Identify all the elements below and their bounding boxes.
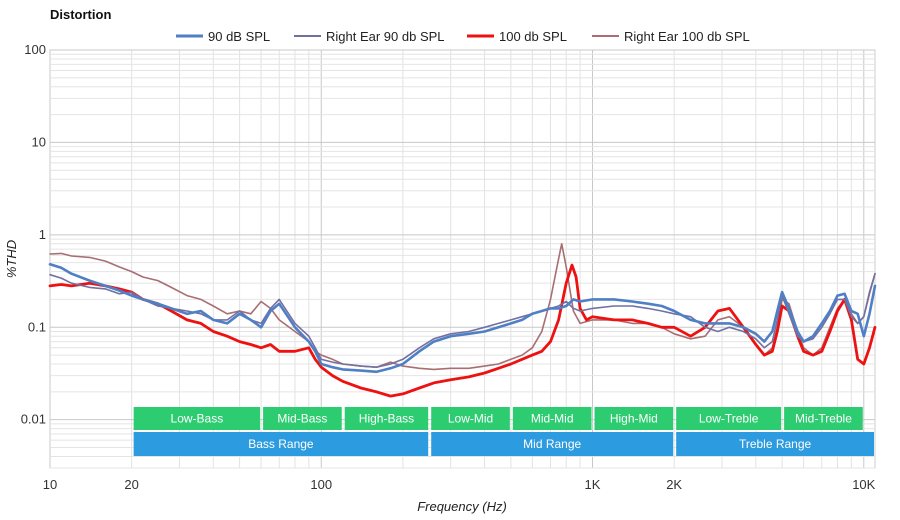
plot-area [49,49,876,469]
band-bands_top-block [344,407,429,430]
y-axis-ticks: 100 10 1 0.1 0.01 [21,42,46,427]
band-bands_top-label: High-Bass [359,412,414,426]
y-tick-label: 10 [32,134,46,149]
band-bands_top-label: Low-Bass [171,412,224,426]
legend-label: Right Ear 100 db SPL [624,29,750,44]
band-bands_bottom-label: Bass Range [248,437,314,451]
y-tick-label: 0.01 [21,412,46,427]
x-axis-label: Frequency (Hz) [417,499,507,514]
band-bands_top-block [676,407,782,430]
band-bands_top-label: Mid-Bass [277,412,327,426]
x-tick-label: 100 [310,477,332,492]
band-bands_bottom-block [676,432,874,456]
data-series [48,243,877,398]
band-bands_bottom-label: Mid Range [523,437,581,451]
x-tick-label: 10 [43,477,57,492]
legend-label: Right Ear 90 db SPL [326,29,445,44]
legend-label: 100 db SPL [499,29,567,44]
x-tick-label: 10K [852,477,875,492]
x-axis-ticks: 10 20 100 1K 2K 10K [43,477,876,492]
band-bands_top-label: Low-Treble [699,412,759,426]
band-bands_top-block [784,407,863,430]
band-bands_top-label: High-Mid [610,412,658,426]
band-bands_bottom-block [133,432,429,456]
band-bands_bottom-label: Treble Range [739,437,812,451]
y-tick-label: 1 [39,227,46,242]
band-bands_top-block [263,407,342,430]
band-bands_top-block [133,407,261,430]
band-bands_bottom-block [431,432,674,456]
band-bands_top-label: Mid-Mid [531,412,574,426]
band-bands_top-block [512,407,592,430]
legend: 90 dB SPL Right Ear 90 db SPL 100 db SPL Ri… [176,29,750,44]
y-tick-label: 100 [24,42,46,57]
x-tick-label: 1K [585,477,601,492]
legend-label: 90 dB SPL [208,29,270,44]
y-axis-label: %THD [4,240,19,278]
x-tick-label: 20 [124,477,138,492]
band-bands_top-block [594,407,674,430]
frequency-bands: Low-Bass Mid-Bass High-Bass Low-Mid Mid-Mid H… [133,407,874,456]
band-bands_top-label: Mid-Treble [795,412,852,426]
band-bands_top-label: Low-Mid [448,412,493,426]
band-bands_top-block [431,407,510,430]
y-tick-label: 0.1 [28,319,46,334]
series-line-90-db-spl [48,262,877,374]
chart-title: Distortion [50,7,111,22]
x-tick-label: 2K [666,477,682,492]
